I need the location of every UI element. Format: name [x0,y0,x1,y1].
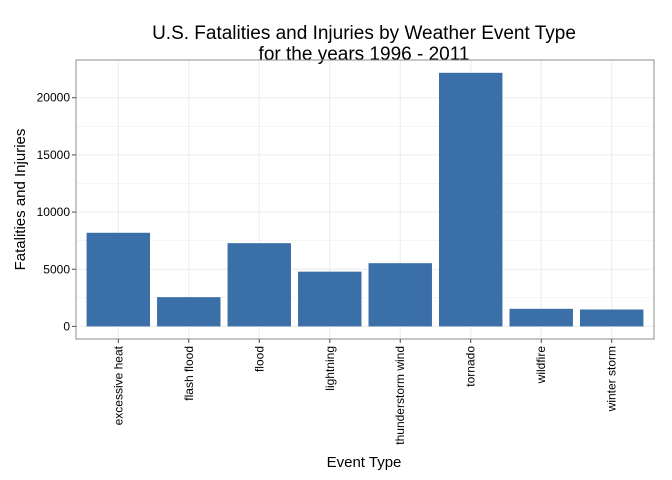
chart-subtitle: for the years 1996 - 2011 [259,44,470,65]
bar-tornado [439,72,503,327]
bar-flood [227,243,291,327]
bar-winter-storm [579,309,644,327]
bar-lightning [298,271,362,327]
y-tick-label: 10000 [37,205,71,219]
bars [86,72,644,327]
y-axis-title: Fatalities and Injuries [12,129,29,271]
y-tick-label: 20000 [37,91,71,105]
x-tick-label: tornado [464,346,478,387]
chart-title: U.S. Fatalities and Injuries by Weather … [152,23,576,44]
x-tick-label: thunderstorm wind [393,346,407,445]
y-axis-ticks: 0 5000 10000 15000 20000 [37,91,76,333]
y-tick-label: 15000 [37,148,71,162]
x-axis-ticks: excessive heat flash flood flood lightning t… [111,339,619,445]
x-tick-label: flash flood [182,346,196,401]
y-tick-label: 0 [63,319,70,333]
x-tick-label: winter storm [605,346,619,412]
x-tick-label: lightning [323,346,337,391]
y-tick-label: 5000 [43,262,70,276]
x-tick-label: excessive heat [111,345,125,425]
bar-thunderstorm-wind [368,263,432,327]
plot-panel-border [75,59,655,340]
bar-flash-flood [157,297,221,327]
bar-wildfire [509,308,573,327]
x-axis-title: Event Type [327,454,402,471]
x-tick-label: flood [252,346,266,372]
x-tick-label: wildfire [534,346,548,385]
bar-excessive-heat [86,232,151,327]
